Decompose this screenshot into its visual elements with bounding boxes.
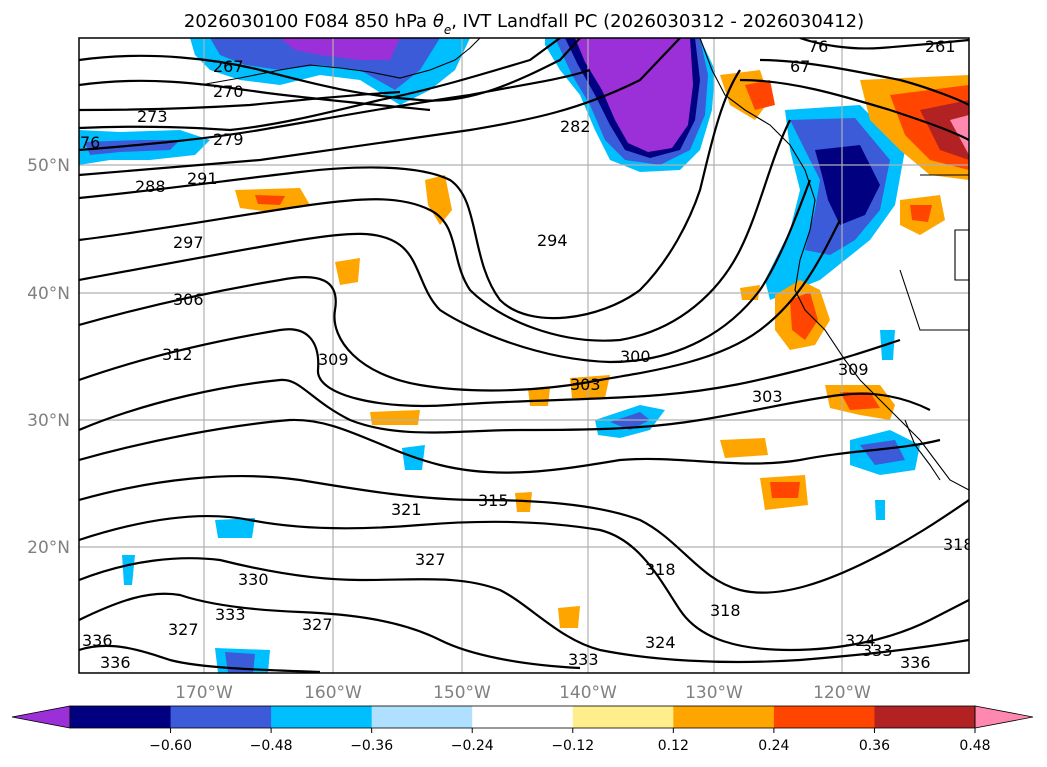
contour-label: 318 xyxy=(645,560,676,579)
contour-label: 336 xyxy=(100,653,131,672)
contour-label: 303 xyxy=(570,375,601,394)
colorbar-tick-label: −0.36 xyxy=(350,738,393,754)
contour-label: 300 xyxy=(620,347,651,366)
contour-label: 309 xyxy=(838,360,869,379)
lon-label: 170°W xyxy=(175,683,233,703)
map-frame xyxy=(78,37,970,674)
colorbar-swatch xyxy=(70,706,172,728)
colorbar-tick-label: −0.12 xyxy=(551,738,594,754)
colorbar-swatch xyxy=(874,706,976,728)
colorbar-frame xyxy=(69,705,976,729)
lon-label: 150°W xyxy=(433,683,491,703)
contour-label: 306 xyxy=(173,290,204,309)
contour-label: 333 xyxy=(568,650,599,669)
contour-label: 273 xyxy=(137,107,168,126)
contour-label: 321 xyxy=(391,500,422,519)
lon-label: 120°W xyxy=(813,683,871,703)
contour-label: 330 xyxy=(238,570,269,589)
contour-label: 67 xyxy=(790,57,810,76)
colorbar-swatch xyxy=(773,706,875,728)
contour-label: 279 xyxy=(213,130,244,149)
colorbar-swatch xyxy=(572,706,674,728)
contour-label: 336 xyxy=(900,653,931,672)
colorbar-swatch xyxy=(170,706,272,728)
longitude-labels: 170°W 160°W 150°W 140°W 130°W 120°W xyxy=(175,683,871,703)
colorbar-swatch xyxy=(673,706,775,728)
colorbar-tick-label: 0.12 xyxy=(658,738,689,754)
lat-label: 40°N xyxy=(27,284,70,304)
contour-label: 297 xyxy=(173,233,204,252)
contour-label: 324 xyxy=(845,631,876,650)
contour-labels: 267 270 273 76 279 282 288 291 294 297 3… xyxy=(80,37,974,672)
lon-label: 140°W xyxy=(559,683,617,703)
contour-label: 267 xyxy=(213,57,244,76)
contour-label: 327 xyxy=(415,550,446,569)
contour-label: 303 xyxy=(752,387,783,406)
colorbar: −0.60 −0.48 −0.36 −0.24 −0.12 0.12 0.24 0.36 0.4… xyxy=(11,705,1034,754)
colorbar-extend-min xyxy=(11,705,71,729)
latitude-labels: 50°N 40°N 30°N 20°N xyxy=(27,156,70,558)
colorbar-swatch xyxy=(271,706,373,728)
contour-label: 336 xyxy=(82,631,113,650)
map-content: 267 270 273 76 279 282 288 291 294 297 3… xyxy=(79,37,974,673)
lon-label: 130°W xyxy=(685,683,743,703)
colorbar-tick-label: −0.48 xyxy=(250,738,293,754)
colorbar-tick-label: 0.24 xyxy=(758,738,789,754)
lat-label: 20°N xyxy=(27,538,70,558)
contour-label: 315 xyxy=(478,491,509,510)
lon-label: 160°W xyxy=(304,683,362,703)
colorbar-tick-label: 0.48 xyxy=(959,738,990,754)
contour-label: 312 xyxy=(162,345,193,364)
contour-label: 270 xyxy=(213,82,244,101)
theta-e-contours xyxy=(79,38,969,673)
contour-label: 333 xyxy=(215,605,246,624)
colorbar-tick-label: −0.24 xyxy=(451,738,494,754)
contour-label: 327 xyxy=(168,620,199,639)
colorbar-extend-max xyxy=(974,705,1034,729)
contour-label: 76 xyxy=(80,133,100,152)
contour-label: 294 xyxy=(537,231,568,250)
contour-label: 288 xyxy=(135,177,166,196)
graticule xyxy=(79,38,969,673)
lat-label: 30°N xyxy=(27,411,70,431)
figure-title: 2026030100 F084 850 hPa θe, IVT Landfall… xyxy=(184,11,864,37)
contour-label: 261 xyxy=(925,37,956,56)
colorbar-swatch xyxy=(472,706,574,728)
contour-label: 282 xyxy=(560,117,591,136)
contour-label: 327 xyxy=(302,615,333,634)
contour-label: 333 xyxy=(862,641,893,660)
colorbar-swatch xyxy=(371,706,473,728)
contour-label: 318 xyxy=(943,535,974,554)
contour-label: 76 xyxy=(808,37,828,56)
lat-label: 50°N xyxy=(27,156,70,176)
colorbar-tick-label: 0.36 xyxy=(859,738,890,754)
contour-label: 318 xyxy=(710,601,741,620)
contour-label: 324 xyxy=(645,633,676,652)
colorbar-tick-label: −0.60 xyxy=(149,738,192,754)
contour-label: 291 xyxy=(187,169,218,188)
contour-label: 309 xyxy=(318,350,349,369)
